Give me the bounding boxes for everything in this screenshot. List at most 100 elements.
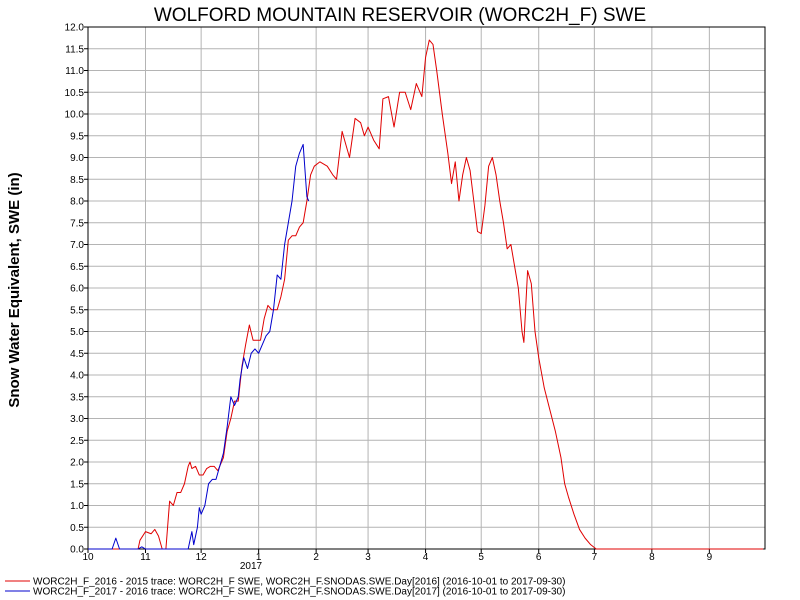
data-point: [462, 174, 463, 175]
data-point: [763, 548, 764, 549]
data-point: [234, 401, 235, 402]
data-point: [295, 235, 296, 236]
chart-title: WOLFORD MOUNTAIN RESERVOIR (WORC2H_F) SW…: [154, 5, 646, 26]
data-point: [169, 501, 170, 502]
data-point: [442, 113, 443, 114]
data-point: [306, 196, 307, 197]
data-point: [238, 401, 239, 402]
data-point: [299, 227, 300, 228]
data-point: [234, 405, 235, 406]
x-tick-label: 4: [423, 552, 429, 563]
data-point: [429, 39, 430, 40]
y-tick-label: 11.5: [65, 44, 84, 55]
data-point: [538, 357, 539, 358]
y-tick-label: 9.5: [70, 131, 84, 142]
data-point: [280, 279, 281, 280]
data-point: [295, 166, 296, 167]
x-tick-label: 1: [256, 552, 262, 563]
data-point: [199, 507, 200, 508]
y-axis-label: Snow Water Equivalent, SWE (in): [6, 172, 23, 407]
data-point: [527, 270, 528, 271]
data-point: [521, 331, 522, 332]
data-point: [265, 335, 266, 336]
data-point: [230, 396, 231, 397]
data-point: [310, 174, 311, 175]
data-point: [189, 461, 190, 462]
y-tick-label: 4.0: [70, 371, 84, 382]
x-tick-label: 2: [313, 552, 319, 563]
data-point: [319, 161, 320, 162]
data-point: [269, 331, 270, 332]
data-point: [492, 157, 493, 158]
data-point: [291, 200, 292, 201]
data-point: [158, 535, 159, 536]
data-point: [416, 83, 417, 84]
y-tick-label: 12.0: [65, 23, 85, 34]
series-1: [88, 39, 764, 550]
data-point: [544, 387, 545, 388]
data-point: [299, 153, 300, 154]
data-point: [215, 479, 216, 480]
y-tick-label: 1.0: [70, 501, 84, 512]
data-point: [336, 179, 337, 180]
data-point: [573, 514, 574, 515]
y-tick-label: 2.5: [70, 436, 84, 447]
legend-item: WORC2H_F_2017 - 2016 trace: WORC2H_F SWE…: [5, 587, 565, 598]
data-point: [206, 468, 207, 469]
y-tick-label: 0.0: [70, 545, 84, 556]
data-point: [191, 531, 192, 532]
data-point: [477, 231, 478, 232]
data-point: [410, 109, 411, 110]
data-point: [510, 244, 511, 245]
data-point: [523, 342, 524, 343]
data-point: [303, 222, 304, 223]
data-point: [284, 244, 285, 245]
data-point: [115, 538, 116, 539]
data-point: [238, 396, 239, 397]
data-point: [291, 235, 292, 236]
y-tick-label: 1.5: [70, 479, 84, 490]
data-point: [473, 200, 474, 201]
data-point: [223, 453, 224, 454]
data-point: [405, 92, 406, 93]
data-point: [488, 166, 489, 167]
data-point: [199, 474, 200, 475]
data-point: [180, 492, 181, 493]
y-tick-label: 11.0: [65, 66, 84, 77]
data-point: [223, 457, 224, 458]
series-layer: [87, 39, 764, 550]
data-point: [191, 468, 192, 469]
data-point: [145, 531, 146, 532]
data-point: [421, 96, 422, 97]
data-point: [596, 548, 597, 549]
data-point: [364, 135, 365, 136]
data-point: [284, 279, 285, 280]
data-point: [303, 144, 304, 145]
grid: [88, 27, 765, 549]
data-point: [202, 474, 203, 475]
y-tick-label: 8.0: [70, 197, 84, 208]
data-point: [145, 548, 146, 549]
data-point: [150, 533, 151, 534]
data-point: [579, 529, 580, 530]
data-point: [503, 222, 504, 223]
data-point: [327, 166, 328, 167]
data-point: [367, 126, 368, 127]
data-point: [262, 344, 263, 345]
x-tick-label: 11: [140, 552, 151, 563]
data-point: [87, 548, 88, 549]
data-point: [549, 409, 550, 410]
data-point: [277, 274, 278, 275]
data-point: [193, 544, 194, 545]
y-tick-label: 10.0: [65, 110, 85, 121]
data-point: [137, 548, 138, 549]
data-point: [342, 131, 343, 132]
x-tick-label: 12: [196, 552, 208, 563]
y-tick-label: 3.5: [70, 392, 84, 403]
data-point: [195, 466, 196, 467]
data-point: [584, 538, 585, 539]
data-point: [208, 483, 209, 484]
data-point: [354, 118, 355, 119]
y-tick-label: 8.5: [70, 175, 84, 186]
data-point: [230, 418, 231, 419]
